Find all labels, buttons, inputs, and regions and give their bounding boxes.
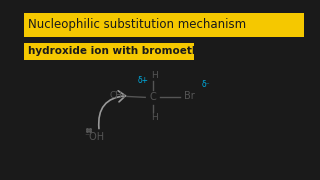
Text: H: H bbox=[151, 113, 158, 122]
Text: ⁻OH: ⁻OH bbox=[84, 132, 105, 142]
Text: Br: Br bbox=[184, 91, 195, 100]
Bar bbox=[24, 13, 304, 37]
Bar bbox=[24, 43, 194, 60]
Text: C: C bbox=[149, 92, 156, 102]
Text: H: H bbox=[151, 71, 158, 80]
FancyArrowPatch shape bbox=[99, 91, 125, 129]
Text: hydroxide ion with bromoethane: hydroxide ion with bromoethane bbox=[28, 46, 221, 56]
Text: Nucleophilic substitution mechanism: Nucleophilic substitution mechanism bbox=[28, 18, 246, 31]
Text: δ+: δ+ bbox=[138, 76, 149, 85]
Text: δ⁻: δ⁻ bbox=[202, 80, 210, 89]
Text: CH₃: CH₃ bbox=[109, 91, 126, 100]
